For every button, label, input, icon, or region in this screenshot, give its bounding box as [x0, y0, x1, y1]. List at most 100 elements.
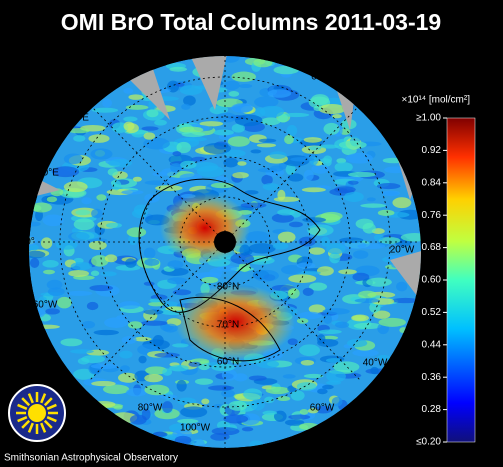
field-patch	[228, 90, 240, 97]
field-patch	[290, 390, 305, 401]
field-patch	[172, 289, 192, 296]
field-patch	[318, 329, 342, 335]
field-patch	[273, 196, 300, 202]
field-patch	[73, 218, 95, 231]
field-patch	[360, 203, 387, 208]
map-label: 60°W	[310, 403, 335, 414]
field-patch	[128, 94, 144, 100]
field-patch	[125, 104, 149, 110]
field-patch	[126, 388, 147, 397]
field-patch	[338, 269, 357, 275]
field-patch	[213, 129, 234, 136]
map	[29, 56, 421, 448]
field-patch	[250, 149, 262, 154]
field-patch	[303, 169, 314, 181]
map-label: 60°E	[311, 72, 333, 83]
logo-ray	[27, 393, 34, 404]
field-patch	[234, 114, 263, 127]
logo-ray	[43, 419, 53, 429]
logo-ray	[21, 397, 31, 407]
field-patch	[299, 344, 321, 357]
field-patch	[288, 414, 311, 420]
field-patch	[241, 427, 254, 432]
map-labels: 100°E 80°E 60°E 40°E 20°E 0° 20°W 60°W 80°N 70°N 6…	[25, 45, 415, 434]
field-patch	[396, 281, 408, 292]
map-label: 0°	[25, 237, 35, 248]
field-patch	[221, 369, 238, 381]
colorbar-tick-label: ≥1.00	[416, 113, 441, 124]
map-label: 20°E	[37, 168, 59, 179]
field-patch	[174, 435, 192, 445]
field-patch	[183, 136, 208, 142]
field-patch	[277, 396, 291, 402]
field-patch	[60, 338, 83, 347]
field-patch	[167, 260, 184, 269]
field-patch	[91, 107, 119, 113]
field-patch	[40, 237, 53, 249]
field-patch	[261, 117, 281, 126]
field-patch	[231, 103, 254, 113]
field-patch	[143, 247, 156, 259]
field-patch	[75, 231, 99, 240]
field-patch	[331, 396, 343, 407]
field-patch	[314, 405, 333, 414]
field-patch	[132, 176, 142, 182]
field-patch	[180, 406, 208, 418]
field-patch	[100, 271, 117, 277]
field-patch	[278, 113, 288, 123]
field-patch	[123, 121, 135, 131]
field-patch	[308, 304, 326, 314]
field-patch	[63, 153, 83, 165]
field-patch	[344, 191, 364, 202]
field-patch	[289, 221, 303, 228]
field-patch	[300, 359, 315, 366]
field-patch	[103, 384, 130, 395]
field-patch	[353, 250, 369, 259]
field-patch	[269, 151, 287, 159]
credit: Smithsonian Astrophysical Observatory	[4, 453, 178, 464]
field-patch	[303, 137, 322, 143]
field-patch	[223, 414, 249, 424]
map-label: 100°W	[180, 423, 211, 434]
field-patch	[231, 123, 245, 133]
field-patch	[373, 234, 384, 241]
field-patch	[118, 372, 138, 383]
logo-ray	[17, 416, 28, 423]
field-patch	[111, 180, 122, 191]
field-patch	[68, 269, 90, 277]
field-patch	[355, 218, 374, 229]
field-patch	[191, 156, 207, 162]
field-patch	[281, 264, 303, 275]
field-patch	[148, 301, 165, 307]
field-patch	[400, 233, 421, 242]
field-patch	[248, 243, 276, 254]
field-patch	[123, 116, 138, 122]
field-patch	[210, 182, 234, 189]
field-patch	[172, 343, 189, 348]
field-patch	[172, 151, 182, 157]
field-patch	[377, 209, 395, 216]
field-patch	[183, 95, 196, 106]
field-patch	[143, 281, 155, 286]
map-label: 80°W	[138, 403, 163, 414]
field-patch	[167, 277, 188, 285]
field-patch	[143, 132, 156, 140]
field-patch	[338, 140, 367, 149]
field-patch	[271, 213, 295, 223]
field-patch	[51, 166, 80, 178]
field-patch	[323, 314, 332, 324]
field-patch	[144, 258, 160, 266]
field-patch	[311, 164, 330, 174]
field-patch	[299, 409, 309, 415]
field-patch	[143, 137, 170, 150]
field-patch	[322, 308, 350, 315]
field-patch	[96, 194, 107, 201]
field-patch	[326, 242, 346, 255]
field-patch	[31, 202, 52, 213]
field-patch	[63, 181, 88, 193]
map-label: 40°W	[363, 358, 388, 369]
field-patch	[296, 382, 317, 391]
field-patch	[89, 284, 114, 292]
